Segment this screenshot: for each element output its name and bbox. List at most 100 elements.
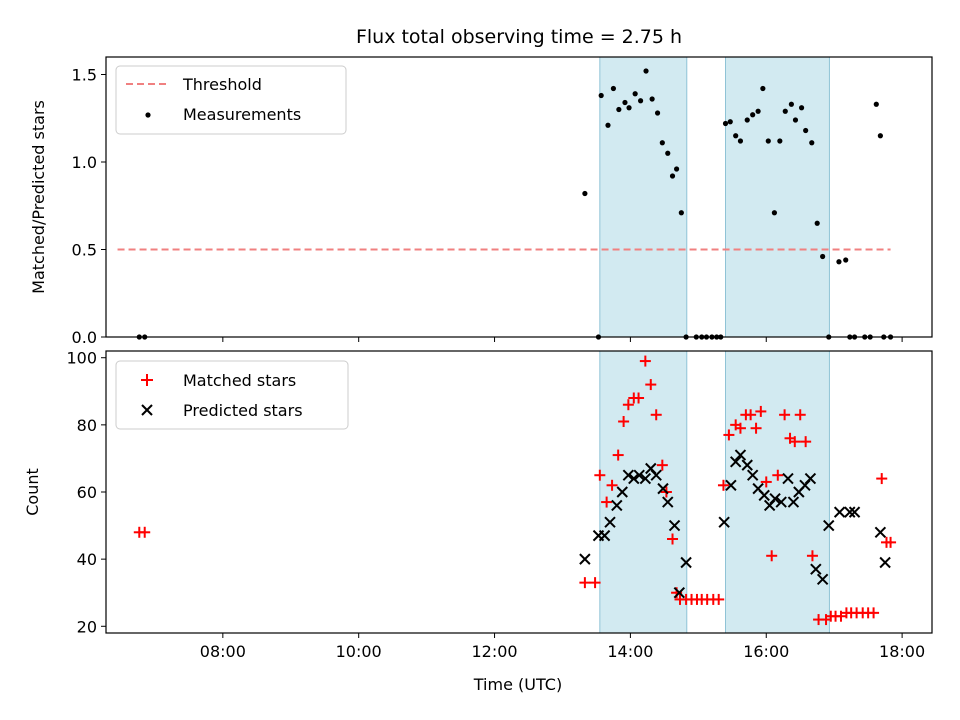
- predicted-star-point: [611, 499, 623, 512]
- x-tick-label-4: 16:00: [743, 642, 789, 661]
- predicted-star-point: [734, 449, 747, 461]
- predicted-star-point: [639, 472, 652, 485]
- legend-matched-label: Matched stars: [183, 371, 296, 390]
- measurement-point: [777, 138, 783, 144]
- matched-star-point: [755, 405, 767, 417]
- matched-star-point: [772, 469, 784, 481]
- predicted-star-point: [598, 529, 611, 542]
- predicted-star-point: [848, 506, 861, 518]
- matched-star-point: [717, 479, 729, 491]
- predicted-star-point: [673, 587, 686, 599]
- measurement-point: [873, 101, 879, 107]
- predicted-star-point: [787, 496, 800, 508]
- predicted-star-point: [775, 496, 787, 508]
- measurement-point: [750, 112, 756, 118]
- count-shaded-intervals: [599, 350, 830, 634]
- measurement-point: [727, 119, 733, 125]
- predicted-star-point: [741, 459, 753, 471]
- measurement-point: [792, 117, 799, 123]
- matched-star-point: [645, 379, 657, 391]
- matched-star-point: [806, 550, 818, 562]
- matched-star-point: [723, 429, 735, 441]
- measurement-point: [678, 210, 684, 216]
- legend-matched-swatch: [141, 374, 153, 386]
- legend-measurements-swatch: [145, 112, 151, 118]
- measurement-point: [814, 220, 820, 226]
- measurement-point: [755, 108, 761, 114]
- x-axis-label: Time (UTC): [473, 675, 562, 694]
- matched-star-point: [622, 399, 634, 411]
- matched-star-point: [594, 469, 606, 481]
- measurement-point: [877, 133, 883, 139]
- count-y-tick-label-2: 60: [77, 483, 97, 502]
- matched-star-point: [639, 355, 651, 367]
- ratio-shade-1: [725, 56, 830, 338]
- matched-star-point: [601, 496, 613, 508]
- count-y-axis-label: Count: [23, 468, 42, 516]
- matched-star-point: [667, 533, 679, 545]
- predicted-star-point: [628, 472, 640, 485]
- measurement-point: [809, 140, 815, 146]
- legend-predicted-swatch: [141, 404, 153, 416]
- count-shade-1: [725, 350, 830, 634]
- matched-star-point: [794, 409, 806, 421]
- measurement-point: [737, 138, 744, 144]
- predicted-star-point: [725, 479, 737, 491]
- x-tick-label-5: 18:00: [879, 642, 925, 661]
- predicted-star-point: [680, 556, 692, 569]
- predicted-star-point: [833, 506, 846, 518]
- measurement-point: [722, 120, 729, 127]
- predicted-star-point: [758, 489, 770, 502]
- predicted-star-point: [729, 456, 742, 468]
- predicted-star-point: [823, 519, 835, 532]
- matched-star-point: [612, 449, 624, 461]
- count-legend: Matched stars Predicted stars: [115, 360, 349, 430]
- x-tick-label-2: 12:00: [471, 642, 517, 661]
- predicted-star-point: [804, 472, 817, 485]
- matched-star-point: [734, 422, 746, 434]
- predicted-star-point: [874, 526, 887, 538]
- count-y-ticks: 20 40 60 80 100: [66, 349, 106, 636]
- ratio-y-ticks: 0.0 0.5 1.0 1.5: [72, 66, 106, 347]
- predicted-star-point: [810, 563, 822, 575]
- ratio-x-ticks: [222, 337, 903, 342]
- ratio-y-tick-label-0: 0.0: [72, 328, 97, 347]
- matched-star-point: [579, 577, 591, 589]
- measurement-point: [616, 106, 622, 113]
- predicted-star-point: [657, 482, 669, 495]
- predicted-star-point: [769, 493, 781, 505]
- measurement-point: [654, 110, 661, 116]
- predicted-star-point: [782, 472, 794, 485]
- predicted-star-point: [616, 486, 628, 498]
- measurement-point: [782, 108, 788, 114]
- matched-star-point: [713, 593, 725, 605]
- measurement-point: [803, 127, 809, 134]
- predicted-star-point: [579, 553, 591, 565]
- x-tick-label-3: 14:00: [607, 642, 653, 661]
- count-y-tick-label-0: 20: [77, 617, 97, 636]
- matched-star-point: [779, 409, 791, 421]
- ratio-y-tick-label-3: 1.5: [72, 66, 97, 85]
- predicted-stars-series: [579, 449, 891, 599]
- ratio-axes-frame: [105, 56, 933, 338]
- predicted-star-point: [844, 506, 856, 518]
- predicted-star-point: [622, 469, 635, 481]
- ratio-legend: Threshold Measurements: [115, 65, 347, 135]
- count-y-tick-label-4: 100: [66, 349, 97, 368]
- count-y-tick-label-3: 80: [77, 416, 97, 435]
- predicted-star-point: [662, 496, 674, 508]
- measurement-point: [622, 99, 628, 106]
- predicted-star-point: [816, 573, 829, 585]
- matched-star-point: [789, 436, 801, 448]
- measurement-point: [836, 259, 842, 265]
- predicted-star-point: [718, 516, 730, 528]
- measurement-point: [610, 85, 617, 92]
- matched-star-point: [750, 422, 762, 434]
- x-tick-label-1: 10:00: [336, 642, 382, 661]
- measurement-point: [632, 91, 638, 97]
- matched-star-point: [656, 459, 668, 471]
- measurement-point: [626, 105, 632, 111]
- legend-measurements-label: Measurements: [183, 105, 301, 124]
- matched-star-point: [885, 536, 897, 548]
